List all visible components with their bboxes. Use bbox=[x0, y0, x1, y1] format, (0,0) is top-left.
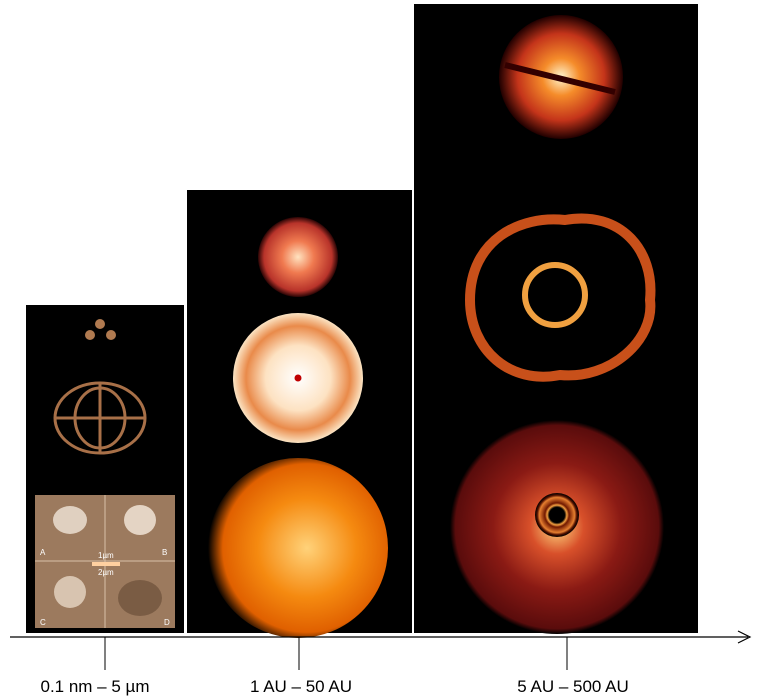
simulation-core bbox=[535, 493, 579, 537]
nebula-core bbox=[522, 262, 588, 328]
nanocluster bbox=[53, 381, 147, 455]
star-image bbox=[208, 458, 388, 638]
dark-lane bbox=[504, 62, 616, 95]
grain bbox=[124, 505, 156, 535]
nebula-shell bbox=[464, 213, 656, 382]
grain bbox=[54, 576, 86, 608]
sem-label: C bbox=[40, 618, 46, 627]
scale-bar bbox=[92, 562, 120, 566]
star-image bbox=[258, 217, 338, 297]
axis-arrow bbox=[737, 630, 752, 644]
sem-label: B bbox=[162, 548, 167, 557]
scale-bar-label: 1µm bbox=[98, 551, 114, 560]
center-mark bbox=[294, 374, 302, 382]
grain bbox=[118, 580, 162, 616]
scale-label: 0.1 nm – 5 µm bbox=[40, 677, 149, 696]
scale-label: 5 AU – 500 AU bbox=[517, 677, 629, 696]
grain bbox=[53, 506, 87, 534]
scale-bar-label: 2µm bbox=[98, 568, 114, 577]
scale-label: 1 AU – 50 AU bbox=[250, 677, 352, 696]
sem-label: D bbox=[164, 618, 170, 627]
center-mark bbox=[549, 291, 561, 303]
sem-label: A bbox=[40, 548, 46, 557]
molecule bbox=[85, 319, 116, 340]
